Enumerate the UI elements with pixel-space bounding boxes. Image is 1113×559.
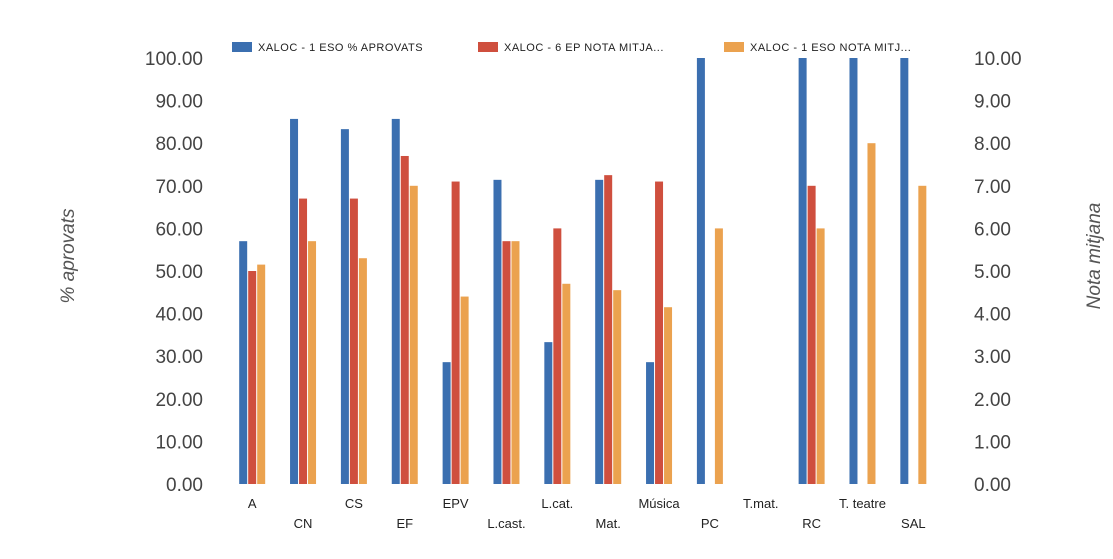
category-labels: A CN CS EF EPV L.cast. L.cat. Mat. Música PC T.mat…	[248, 496, 926, 531]
y-axis-title: % aprovats	[58, 208, 79, 304]
x-tick-label: SAL	[901, 516, 926, 531]
bar-1	[391, 118, 400, 484]
x-tick-label: T. teatre	[839, 496, 886, 511]
legend-label: XALOC - 6 EP NOTA MITJA...	[504, 42, 664, 54]
bar-2	[299, 198, 308, 484]
x-tick-label: L.cat.	[541, 496, 573, 511]
bar-1	[442, 362, 451, 484]
bar-3	[460, 296, 469, 484]
y2-tick-label: 5.00	[974, 262, 1011, 283]
bar-3	[257, 264, 266, 484]
y2-tick-label: 7.00	[974, 177, 1011, 198]
bar-2	[604, 175, 613, 484]
y2-axis-title: Nota mitjana	[1084, 203, 1105, 310]
y2-tick-label: 9.00	[974, 92, 1011, 113]
bar-3	[714, 228, 723, 484]
y2-tick-label: 6.00	[974, 219, 1011, 240]
y-tick-label: 60.00	[155, 219, 203, 240]
x-tick-label: RC	[802, 516, 821, 531]
bar-1	[900, 58, 909, 484]
bar-1	[493, 179, 502, 484]
legend-swatch	[478, 42, 498, 52]
x-tick-label: CN	[294, 516, 313, 531]
bar-1	[595, 179, 604, 484]
x-tick-label: EF	[396, 516, 413, 531]
bar-3	[358, 258, 367, 484]
bar-1	[849, 58, 858, 484]
y-tick-label: 20.00	[155, 390, 203, 411]
bar-1	[290, 118, 299, 484]
bar-3	[664, 307, 673, 484]
bar-3	[308, 241, 317, 484]
bar-3	[867, 143, 876, 484]
y-tick-label: 100.00	[145, 49, 203, 70]
bar-3	[918, 185, 927, 485]
bar-3	[409, 185, 418, 485]
y2-tick-label: 0.00	[974, 475, 1011, 496]
x-tick-label: T.mat.	[743, 496, 778, 511]
legend-swatch	[232, 42, 252, 52]
x-tick-label: PC	[701, 516, 719, 531]
y2-tick-label: 2.00	[974, 390, 1011, 411]
x-tick-label: L.cast.	[487, 516, 525, 531]
bar-2	[349, 198, 358, 484]
bar-3	[816, 228, 825, 484]
bar-1	[340, 129, 349, 484]
bar-1	[798, 58, 807, 484]
y-tick-label: 50.00	[155, 262, 203, 283]
x-tick-label: Música	[638, 496, 680, 511]
bar-3	[613, 290, 622, 484]
bar-3	[511, 241, 520, 484]
legend-label: XALOC - 1 ESO NOTA MITJ...	[750, 42, 911, 54]
y2-tick-label: 8.00	[974, 134, 1011, 155]
x-tick-label: A	[248, 496, 257, 511]
bar-2	[502, 241, 511, 484]
y-tick-label: 40.00	[155, 305, 203, 326]
bar-2	[451, 181, 460, 485]
legend: XALOC - 1 ESO % APROVATS XALOC - 6 EP NOT…	[232, 42, 911, 54]
y2-tick-label: 4.00	[974, 305, 1011, 326]
bar-2	[248, 271, 257, 484]
legend-swatch	[724, 42, 744, 52]
bar-1	[696, 58, 705, 484]
y-tick-label: 80.00	[155, 134, 203, 155]
bar-2	[400, 155, 409, 485]
y-tick-label: 90.00	[155, 92, 203, 113]
bar-1	[239, 241, 248, 484]
y-tick-label: 10.00	[155, 432, 203, 453]
y-tick-label: 0.00	[166, 475, 203, 496]
bar-2	[807, 185, 816, 485]
y-tick-label: 70.00	[155, 177, 203, 198]
y2-tick-label: 10.00	[974, 49, 1022, 70]
x-tick-label: EPV	[443, 496, 469, 511]
bar-3	[562, 283, 571, 484]
bar-2	[655, 181, 664, 485]
y2-tick-label: 1.00	[974, 432, 1011, 453]
bars	[239, 58, 927, 485]
y2-tick-label: 3.00	[974, 347, 1011, 368]
x-tick-label: CS	[345, 496, 363, 511]
legend-label: XALOC - 1 ESO % APROVATS	[258, 42, 423, 54]
bar-1	[646, 362, 655, 484]
y-tick-label: 30.00	[155, 347, 203, 368]
axes: 0.00 10.00 20.00 30.00 40.00 50.00 60.00 70.00 8…	[145, 49, 1022, 496]
bar-2	[553, 228, 562, 484]
bar-1	[544, 342, 553, 484]
x-tick-label: Mat.	[596, 516, 621, 531]
